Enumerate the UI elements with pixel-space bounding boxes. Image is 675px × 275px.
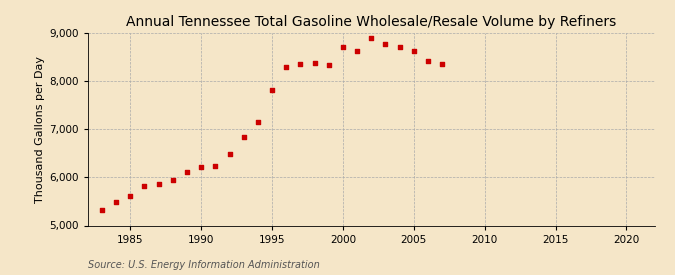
Point — [338, 45, 348, 50]
Point — [352, 49, 362, 53]
Point — [97, 207, 107, 212]
Point — [309, 60, 320, 65]
Point — [224, 152, 235, 156]
Point — [437, 62, 448, 66]
Point — [423, 59, 433, 64]
Point — [295, 62, 306, 67]
Point — [366, 35, 377, 40]
Point — [111, 200, 122, 205]
Point — [153, 182, 164, 186]
Point — [125, 193, 136, 198]
Point — [210, 164, 221, 169]
Text: Source: U.S. Energy Information Administration: Source: U.S. Energy Information Administ… — [88, 260, 319, 270]
Point — [196, 165, 207, 169]
Title: Annual Tennessee Total Gasoline Wholesale/Resale Volume by Refiners: Annual Tennessee Total Gasoline Wholesal… — [126, 15, 616, 29]
Point — [167, 178, 178, 182]
Point — [380, 41, 391, 46]
Point — [281, 65, 292, 69]
Point — [139, 183, 150, 188]
Point — [267, 88, 277, 92]
Point — [252, 119, 263, 124]
Y-axis label: Thousand Gallons per Day: Thousand Gallons per Day — [35, 56, 45, 203]
Point — [182, 169, 192, 174]
Point — [408, 49, 419, 53]
Point — [323, 62, 334, 67]
Point — [394, 45, 405, 50]
Point — [238, 135, 249, 140]
